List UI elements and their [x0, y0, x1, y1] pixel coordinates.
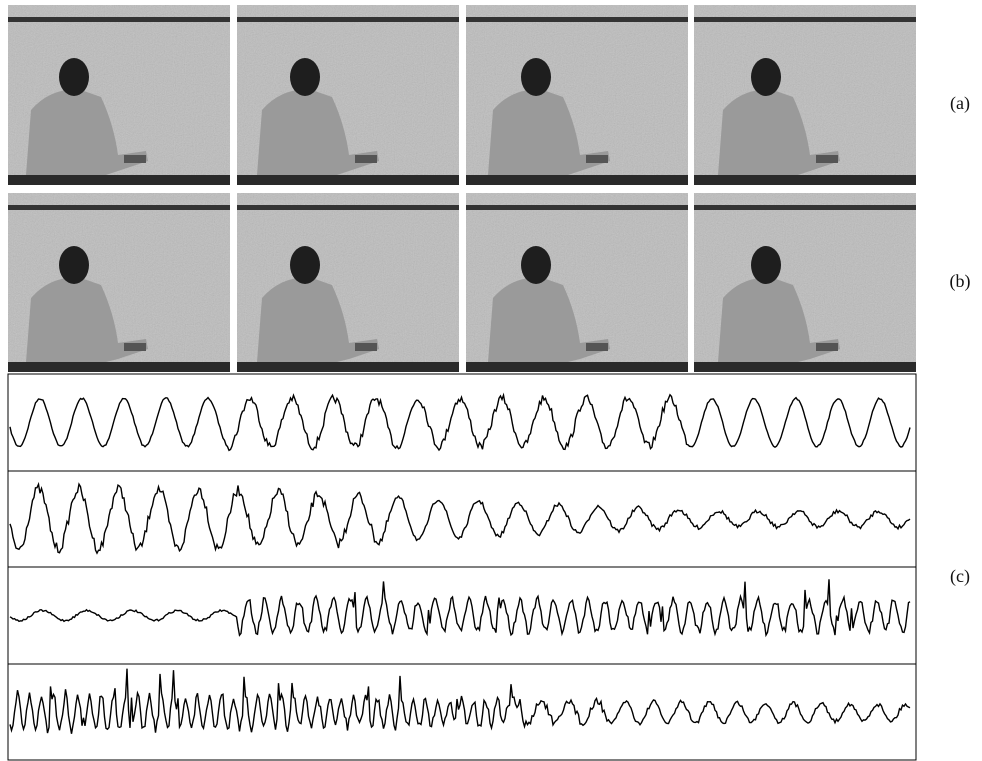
board-bottom	[694, 175, 916, 185]
book	[124, 155, 146, 163]
book	[586, 343, 608, 351]
video-frame	[694, 5, 916, 185]
board-top	[466, 17, 688, 22]
signal-panels	[8, 374, 916, 760]
figure: (a) (b) (c)	[0, 0, 982, 761]
board-bottom	[694, 362, 916, 372]
signals-label: (c)	[950, 566, 970, 587]
board-bottom	[8, 362, 230, 372]
book	[586, 155, 608, 163]
video-frame	[694, 193, 916, 372]
book	[355, 343, 377, 351]
row-label: (b)	[950, 271, 971, 292]
book	[816, 155, 838, 163]
video-frame	[466, 5, 688, 185]
signal-trace	[10, 395, 910, 451]
video-frame	[237, 5, 459, 185]
page: {"rows": [{"label": "(a)"}, {"label": "(…	[0, 0, 982, 761]
video-frames	[8, 5, 916, 372]
board-bottom	[237, 175, 459, 185]
board-top	[237, 17, 459, 22]
person-head	[290, 58, 320, 96]
board-top	[694, 17, 916, 22]
video-frame	[8, 5, 230, 185]
book	[124, 343, 146, 351]
board-top	[466, 205, 688, 210]
board-bottom	[466, 175, 688, 185]
signal-trace	[10, 484, 910, 553]
board-bottom	[8, 175, 230, 185]
board-top	[237, 205, 459, 210]
book	[355, 155, 377, 163]
board-top	[8, 17, 230, 22]
person-head	[290, 246, 320, 284]
person-head	[59, 246, 89, 284]
signal-trace	[10, 669, 910, 734]
video-frame	[8, 193, 230, 372]
person-head	[521, 58, 551, 96]
person-head	[751, 246, 781, 284]
video-frame	[466, 193, 688, 372]
board-top	[8, 205, 230, 210]
person-head	[751, 58, 781, 96]
board-top	[694, 205, 916, 210]
book	[816, 343, 838, 351]
row-label: (a)	[950, 93, 970, 114]
board-bottom	[237, 362, 459, 372]
person-head	[521, 246, 551, 284]
person-head	[59, 58, 89, 96]
video-frame	[237, 193, 459, 372]
board-bottom	[466, 362, 688, 372]
signal-trace	[10, 579, 910, 635]
